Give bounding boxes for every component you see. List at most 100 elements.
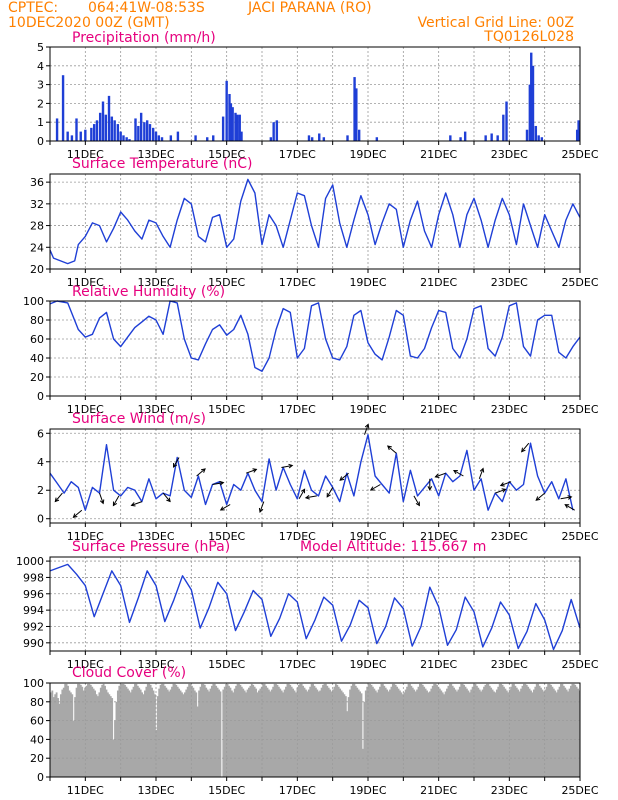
cloud-bar <box>494 692 497 777</box>
cloud-bar <box>362 748 364 777</box>
wind-arrow <box>245 468 258 474</box>
precip-bar <box>525 129 529 141</box>
cloud-bar <box>466 688 468 777</box>
wind-arrow-head <box>258 507 264 513</box>
cloud-bar <box>289 684 292 777</box>
cloud-bar <box>389 689 391 777</box>
cloud-bar <box>359 691 361 777</box>
cloud-bar <box>484 684 487 777</box>
cloud-bar <box>401 694 404 777</box>
cloud-bar <box>356 687 359 777</box>
precip-bar <box>355 88 358 141</box>
cloud-bar <box>537 683 540 777</box>
precip-bar <box>70 135 74 141</box>
header-model-id: TQ0126L028 <box>484 29 574 45</box>
precip-bar <box>194 135 197 141</box>
cloud-bar <box>181 692 183 777</box>
wind-arrow <box>112 495 120 507</box>
wind-arrow <box>72 509 83 518</box>
panel-title: Surface Temperature (nC) <box>72 156 253 172</box>
cloud-bar <box>148 683 151 777</box>
cloud-bar <box>555 692 558 777</box>
cloud-bar <box>523 683 525 777</box>
x-tick-label: 15DEC <box>208 276 245 289</box>
x-tick-label: 15DEC <box>208 148 245 161</box>
precip-bar <box>212 135 215 141</box>
panel-frame <box>49 173 581 270</box>
precip-bar <box>240 131 243 141</box>
cloud-bar <box>94 690 96 777</box>
cloud-bar <box>414 691 417 777</box>
y-tick-label: 4 <box>37 456 44 469</box>
cloud-bar <box>323 683 326 777</box>
wind-arrow-shaft <box>535 492 546 501</box>
wind-arrow-shaft <box>560 496 572 500</box>
cloud-bar <box>481 689 484 777</box>
y-tick-label: 2 <box>37 97 44 110</box>
panel-frame <box>49 682 581 778</box>
cloud-bar <box>262 683 265 777</box>
cloud-bar <box>299 683 302 777</box>
cloud-bar <box>276 684 279 777</box>
cloud-bar <box>64 683 67 777</box>
cloud-bar <box>461 683 464 777</box>
cloud-bar <box>218 689 220 777</box>
cloud-bar <box>199 686 202 777</box>
y-tick-label: 32 <box>30 198 44 211</box>
x-tick-label: 19DEC <box>349 276 386 289</box>
cloud-bar <box>430 688 433 777</box>
cloud-bar <box>497 686 500 777</box>
cloud-bar <box>68 690 71 777</box>
cloud-bar <box>347 697 350 777</box>
cloud-bar <box>191 685 193 777</box>
cloud-bar <box>310 683 313 777</box>
cloud-bar <box>404 689 407 777</box>
cloud-bar <box>342 692 344 777</box>
wind-arrow <box>427 478 433 491</box>
cloud-bar <box>132 686 135 777</box>
wind-arrow <box>535 492 546 501</box>
cloud-bar <box>98 692 101 777</box>
cloud-bar <box>427 692 430 777</box>
x-tick-label: 25DEC <box>561 784 598 797</box>
cloud-bar <box>383 685 386 777</box>
cloud-bar <box>118 685 121 777</box>
y-tick-label: 996 <box>23 588 44 601</box>
cloud-bar <box>320 687 323 777</box>
precip-bar <box>540 137 544 141</box>
precip-bar <box>139 112 143 141</box>
precip-bar <box>463 131 467 141</box>
precip-bar <box>157 135 161 141</box>
cloud-bar <box>240 686 243 777</box>
cloud-bar <box>487 683 490 777</box>
cloud-bar <box>387 691 390 777</box>
cloud-bar <box>467 690 470 777</box>
wind-arrow <box>281 463 294 469</box>
cloud-bar <box>165 687 168 777</box>
cloud-bar <box>102 683 105 777</box>
cloud-bar <box>493 691 495 777</box>
cloud-bar <box>163 685 166 777</box>
cloud-bar <box>122 683 125 777</box>
precip-bar <box>79 131 82 141</box>
cloud-bar <box>369 683 371 777</box>
cloud-bar <box>371 686 374 777</box>
cloud-bar <box>571 683 574 777</box>
x-tick-label: 15DEC <box>208 784 245 797</box>
x-tick-label: 17DEC <box>279 148 316 161</box>
cloud-bar <box>542 691 545 777</box>
x-tick-label: 21DEC <box>420 403 457 416</box>
cloud-bar <box>154 694 156 777</box>
cloud-bar <box>185 689 188 777</box>
cloud-bar <box>540 687 542 777</box>
cloud-bar <box>511 683 514 777</box>
y-tick-label: 60 <box>30 333 44 346</box>
cloud-bar <box>205 687 208 777</box>
series-line <box>49 434 574 511</box>
cloud-bar <box>319 690 322 777</box>
wind-arrow-shaft <box>364 424 369 435</box>
cloud-bar <box>367 683 370 777</box>
cloud-bar <box>50 692 52 777</box>
cloud-bar <box>139 689 142 777</box>
y-tick-label: 20 <box>30 752 44 765</box>
